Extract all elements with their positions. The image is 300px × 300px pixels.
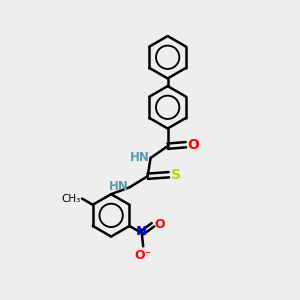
Text: O: O xyxy=(154,218,165,231)
Text: N: N xyxy=(136,225,147,239)
Text: HN: HN xyxy=(109,180,129,193)
Text: HN: HN xyxy=(130,151,150,164)
Text: S: S xyxy=(171,168,181,182)
Text: CH₃: CH₃ xyxy=(61,194,80,204)
Text: O: O xyxy=(188,138,200,152)
Text: O⁻: O⁻ xyxy=(135,249,152,262)
